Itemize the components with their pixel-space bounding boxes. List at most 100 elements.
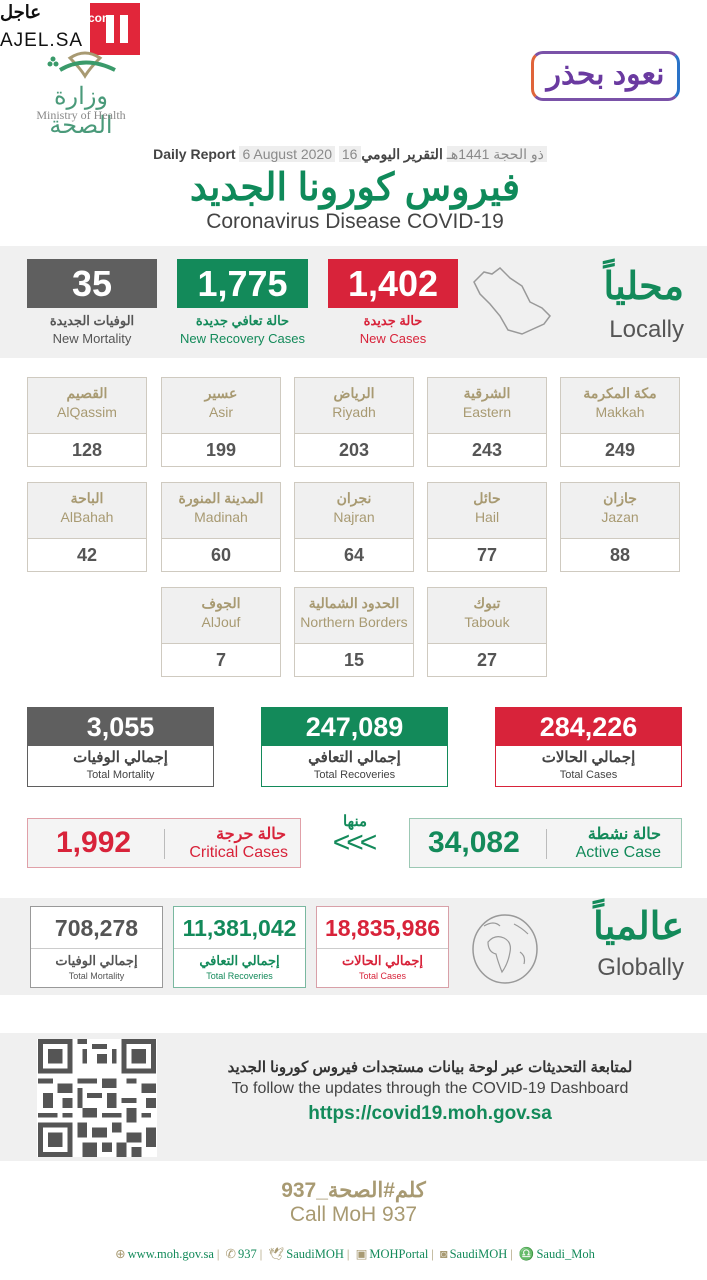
region-name-ar: القصيم xyxy=(66,385,108,401)
region-name-ar: الشرقية xyxy=(463,385,511,401)
campaign-badge: نعود بحذر xyxy=(531,51,680,101)
local-heading-ar: محلياً xyxy=(603,266,684,308)
new-recoveries-label-en: New Recovery Cases xyxy=(180,331,305,346)
global-recoveries-card: 11,381,042 إجمالي التعافي Total Recoveri… xyxy=(173,906,306,988)
dashboard-link[interactable]: https://covid19.moh.gov.sa xyxy=(308,1103,552,1124)
region-name-en: Eastern xyxy=(462,404,512,420)
critical-cases-label-ar: حالة حرجة xyxy=(216,826,286,843)
footer-website-link[interactable]: www.moh.gov.sa xyxy=(127,1247,214,1261)
footer-phone[interactable]: 937 xyxy=(238,1247,257,1261)
new-recoveries-value: 1,775 xyxy=(177,259,308,308)
active-cases-label-ar: حالة نشطة xyxy=(587,826,661,843)
critical-cases-value: 1,992 xyxy=(56,826,132,859)
total-cases-card: 284,226 إجمالي الحالات Total Cases xyxy=(495,707,682,787)
new-mortality-value: 35 xyxy=(27,259,157,308)
region-name-en: Madinah xyxy=(194,509,248,525)
region-card: الرياض Riyadh 203 xyxy=(294,377,414,467)
region-card: الشرقية Eastern 243 xyxy=(427,377,547,467)
total-recoveries-label-en: Total Recoveries xyxy=(313,769,396,781)
region-value: 199 xyxy=(162,434,280,466)
region-name-en: Riyadh xyxy=(332,404,376,420)
ajel-watermark-arabic: عاجل xyxy=(0,2,41,22)
region-name-en: Makkah xyxy=(595,404,645,420)
instagram-icon: ◙ xyxy=(440,1247,448,1261)
of-which-label: منها xyxy=(342,813,368,830)
region-name-ar: الباحة xyxy=(70,490,104,506)
region-value: 15 xyxy=(295,644,413,676)
active-cases-value: 34,082 xyxy=(428,826,520,859)
dashboard-text-ar: لمتابعة التحديثات عبر لوحة بيانات مستجدا… xyxy=(227,1059,633,1076)
ajel-logo: com xyxy=(88,3,140,55)
region-value: 7 xyxy=(162,644,280,676)
region-value: 27 xyxy=(428,644,546,676)
global-heading-en: Globally xyxy=(597,954,684,981)
twitter-icon: 🕊 xyxy=(268,1247,285,1261)
region-value: 42 xyxy=(28,539,146,571)
global-mortality-card: 708,278 إجمالي الوفيات Total Mortality xyxy=(30,906,163,988)
total-recoveries-card: 247,089 إجمالي التعافي Total Recoveries xyxy=(261,707,448,787)
region-name-en: AlJouf xyxy=(201,614,241,630)
dashboard-text-en: To follow the updates through the COVID-… xyxy=(231,1080,629,1097)
region-name-en: Hail xyxy=(474,509,500,525)
region-value: 88 xyxy=(561,539,679,571)
saudi-map-icon xyxy=(473,267,551,335)
global-section: 708,278 إجمالي الوفيات Total Mortality 1… xyxy=(0,898,707,995)
page-title-en: Coronavirus Disease COVID-19 xyxy=(206,210,504,233)
footer-instagram-link[interactable]: SaudiMOH xyxy=(449,1247,508,1261)
region-card: تبوك Tabouk 27 xyxy=(427,587,547,677)
global-cases-card: 18,835,986 إجمالي الحالات Total Cases xyxy=(316,906,449,988)
globe-icon xyxy=(472,914,538,984)
region-name-ar: حائل xyxy=(473,490,501,506)
region-name-ar: نجران xyxy=(336,490,372,506)
global-mortality-label-en: Total Mortality xyxy=(68,971,125,981)
region-name-ar: الرياض xyxy=(333,385,375,401)
critical-cases-label-en: Critical Cases xyxy=(189,844,288,861)
global-cases-label-en: Total Cases xyxy=(358,971,407,981)
ministry-name-en: Ministry of Health xyxy=(36,108,126,122)
total-cases-label-en: Total Cases xyxy=(559,769,618,781)
report-label-ar: التقرير اليومي xyxy=(361,146,443,162)
global-recoveries-label-ar: إجمالي التعافي xyxy=(199,953,280,968)
total-mortality-label-en: Total Mortality xyxy=(86,769,155,781)
total-cases-value: 284,226 xyxy=(496,708,681,746)
report-gregorian-date: 6 August 2020 xyxy=(239,146,335,162)
region-value: 128 xyxy=(28,434,146,466)
global-heading-ar: عالمياً xyxy=(593,906,684,948)
global-mortality-value: 708,278 xyxy=(31,907,162,949)
region-card: مكة المكرمة Makkah 249 xyxy=(560,377,680,467)
region-name-en: Jazan xyxy=(601,509,639,525)
global-recoveries-label-en: Total Recoveries xyxy=(206,971,273,981)
footer-youtube-link[interactable]: MOHPortal xyxy=(369,1247,429,1261)
page-title-ar: فيروس كورونا الجديد xyxy=(189,167,521,209)
region-name-ar: المدينة المنورة xyxy=(178,490,264,506)
new-recoveries-label-ar: حالة تعافي جديدة xyxy=(195,313,290,328)
region-card: عسير Asir 199 xyxy=(161,377,281,467)
chevrons-left-icon: <<< xyxy=(332,826,378,859)
ajel-watermark-brand: AJEL.SA xyxy=(0,30,84,51)
region-name-ar: الجوف xyxy=(201,595,241,611)
region-value: 203 xyxy=(295,434,413,466)
qr-code-icon[interactable] xyxy=(37,1039,157,1157)
global-cases-label-ar: إجمالي الحالات xyxy=(341,953,424,968)
region-name-ar: مكة المكرمة xyxy=(583,385,657,401)
region-name-en: AlQassim xyxy=(57,404,117,420)
ministry-name-ar: وزارة الصحة xyxy=(49,83,113,139)
region-name-en: Tabouk xyxy=(464,614,510,630)
local-heading-en: Locally xyxy=(609,316,684,343)
footer-twitter-link[interactable]: SaudiMOH xyxy=(286,1247,344,1261)
region-card: جازان Jazan 88 xyxy=(560,482,680,572)
region-name-ar: جازان xyxy=(603,490,637,506)
total-recoveries-label-ar: إجمالي التعافي xyxy=(308,749,401,766)
footer-links: ⊕ www.moh.gov.sa | ✆ 937 | 🕊 SaudiMOH | ▣ MOHPo… xyxy=(115,1247,595,1261)
region-name-en: AlBahah xyxy=(60,509,114,525)
new-cases-value: 1,402 xyxy=(328,259,458,308)
region-name-en: Northern Borders xyxy=(300,614,408,630)
new-mortality-label-ar: الوفيات الجديدة xyxy=(49,313,135,328)
active-cases-label-en: Active Case xyxy=(575,844,661,861)
new-cases-label-en: New Cases xyxy=(359,331,427,346)
footer-snapchat-link[interactable]: Saudi_Moh xyxy=(536,1247,595,1261)
region-card: الجوف AlJouf 7 xyxy=(161,587,281,677)
region-name-ar: عسير xyxy=(204,385,238,401)
total-mortality-value: 3,055 xyxy=(28,708,213,746)
total-mortality-label-ar: إجمالي الوفيات xyxy=(73,749,168,766)
